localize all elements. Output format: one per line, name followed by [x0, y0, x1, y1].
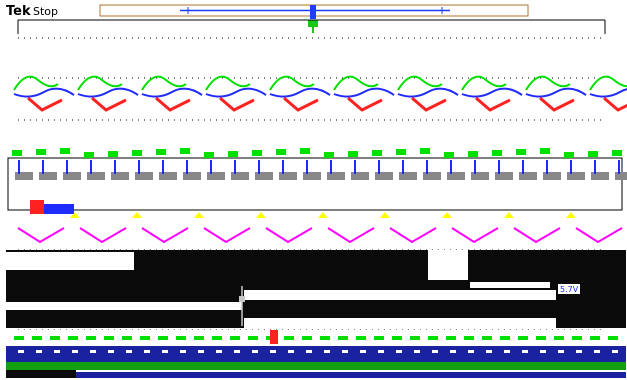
channel-2-waveform [17, 212, 623, 244]
trigger-position-icon[interactable] [308, 5, 318, 33]
bottom-decode-strip [6, 330, 626, 378]
channel-1-waveform [13, 75, 627, 112]
measurement-badge[interactable]: 5.7V [558, 284, 580, 294]
acquisition-status: Stop [33, 5, 58, 18]
measurement-badge-text: 5.7V [560, 285, 579, 294]
dark-signal-panel [6, 250, 626, 328]
bus-activity-band [7, 148, 627, 214]
cursor-marker-icon[interactable] [239, 286, 245, 326]
brand-logo: Tek [6, 4, 31, 19]
graticule [17, 19, 606, 331]
